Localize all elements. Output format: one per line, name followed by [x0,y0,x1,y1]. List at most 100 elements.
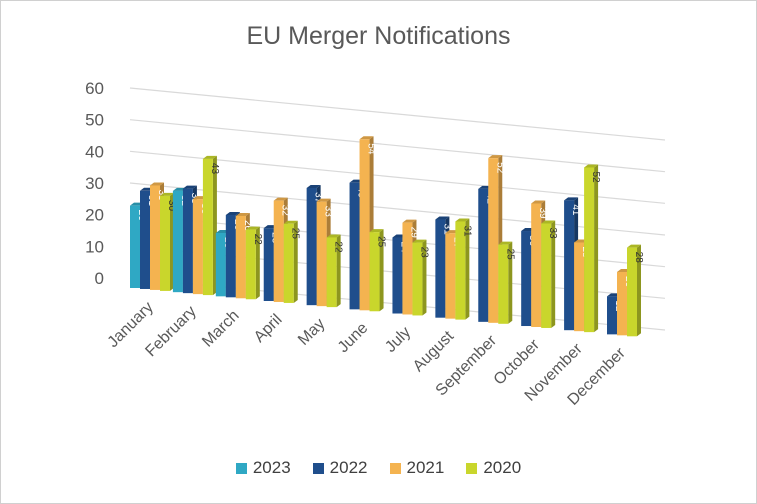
legend-item-2021: 2021 [389,458,445,478]
bar-side [379,229,384,312]
bar-top [283,220,298,224]
legend-swatch [466,462,478,474]
bar-2021-december [617,272,627,336]
legend-item-2023: 2023 [235,458,291,478]
bar-side [255,226,260,300]
legend-swatch [389,462,401,474]
bar-2020-july [412,242,423,316]
bar-top [160,192,174,196]
bar-2022-august [435,219,446,318]
bar-2021-february [192,199,203,295]
bar-2021-may [316,201,327,307]
bar-2022-november [564,200,575,331]
data-label: 43 [209,163,220,175]
data-label: 52 [494,162,505,174]
data-label: 41 [570,204,581,216]
bar-2020-december [627,247,637,337]
data-label: 33 [547,227,558,239]
data-label: 30 [166,200,177,212]
bar-2022-january [140,190,150,289]
bar-2022-july [392,237,403,314]
bar-2021-october [531,203,542,327]
bar-top [412,239,427,243]
data-label: 28 [633,252,644,264]
bar-side [336,234,341,308]
legend-item-2022: 2022 [312,458,368,478]
bar-top [235,212,250,216]
bar-side [551,220,556,328]
legend-label: 2021 [406,458,445,477]
bar-2020-march [245,229,256,300]
bar-2021-april [273,200,284,302]
bar-2021-july [402,222,413,315]
x-tick-label: April [251,311,286,346]
bar-2020-april [283,223,294,303]
bar-2020-february [202,158,213,296]
bar-top [564,197,579,201]
x-tick-label: June [335,320,372,357]
data-label: 22 [333,241,344,253]
bar-side [465,218,470,320]
bar-top [488,155,503,159]
legend: 2023 2022 2021 2020 [0,458,757,478]
bar-2023-january [130,205,140,288]
data-label: 37 [313,192,324,204]
x-tick-label: August [410,328,458,376]
legend-swatch [312,462,324,474]
gridline [129,119,666,173]
bar-2020-january [160,195,170,291]
gridline [129,150,666,204]
bar-2022-october [521,231,532,327]
data-label: 54 [366,143,377,155]
bar-side [422,239,427,316]
data-label: 25 [290,228,301,240]
data-label: 31 [461,225,472,237]
y-tick-label: 20 [85,206,104,225]
bar-2020-october [541,223,552,328]
legend-swatch [235,462,247,474]
bar-side [594,164,599,333]
bar-2022-may [306,188,317,306]
y-tick-label: 50 [85,111,104,130]
bar-top [584,164,599,168]
data-label: 52 [590,171,601,183]
legend-label: 2023 [252,458,291,477]
bar-2022-february [182,188,193,294]
bar-2023-february [172,190,183,293]
bar-top [531,200,546,204]
bar-2022-june [349,182,360,310]
bar-2021-august [445,233,456,319]
bar-top [627,244,641,248]
data-label: 26 [242,220,253,232]
x-tick-label: March [199,307,242,350]
legend-item-2020: 2020 [466,458,521,478]
bar-2022-april [263,228,274,301]
data-label: 33 [323,206,334,218]
data-label: 29 [408,227,419,239]
y-tick-label: 60 [85,79,104,98]
x-tick-label: July [382,324,414,356]
data-label: 25 [504,249,515,261]
data-label: 22 [252,234,263,246]
data-label: 32 [280,205,291,217]
legend-label: 2020 [483,458,522,477]
data-label: 23 [418,247,429,259]
chart-title: EU Merger Notifications [246,22,511,50]
legend-label: 2022 [329,458,368,477]
bar-2022-september [478,188,489,322]
y-tick-label: 40 [85,142,104,161]
bar-2020-september [498,244,509,324]
bar-2021-november [574,242,585,332]
data-label: 25 [376,236,387,248]
bar-top [359,136,374,140]
bar-2021-march [235,215,246,299]
bar-2021-september [488,158,499,323]
bar-top [541,220,556,224]
bar-top [435,216,450,220]
bar-top [306,185,321,189]
bar-side [293,220,298,303]
x-tick-label: May [295,315,328,348]
bar-top [245,226,260,230]
bar-top [316,198,331,202]
bar-2023-march [215,233,226,297]
